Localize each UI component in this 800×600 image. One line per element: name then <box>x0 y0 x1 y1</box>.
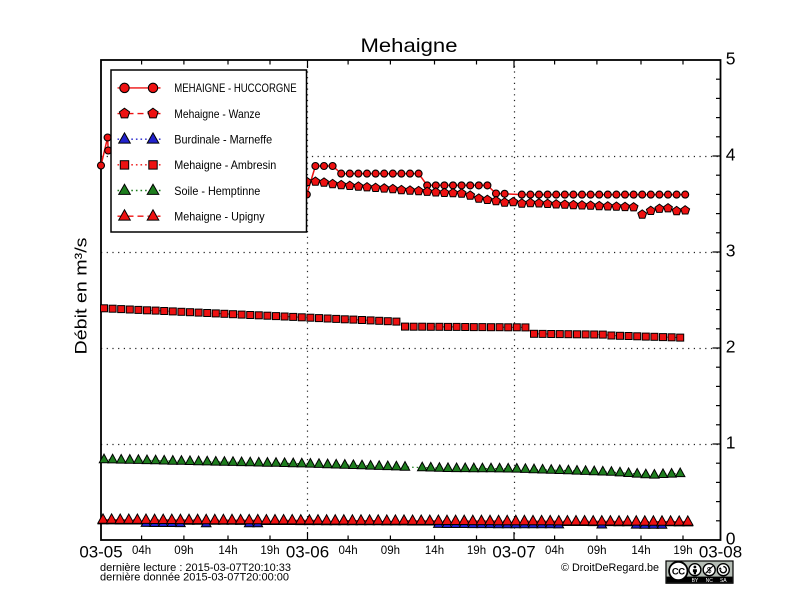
svg-text:09h: 09h <box>381 545 400 557</box>
svg-text:4: 4 <box>726 145 736 165</box>
svg-text:Mehaigne - Ambresin: Mehaigne - Ambresin <box>174 158 276 172</box>
svg-text:14h: 14h <box>631 545 650 557</box>
svg-text:09h: 09h <box>587 545 606 557</box>
svg-text:09h: 09h <box>174 545 193 557</box>
svg-text:1: 1 <box>726 433 736 453</box>
svg-text:dernière lecture : 2015-03-07T: dernière lecture : 2015-03-07T20:10:33 <box>100 562 291 574</box>
svg-text:Soile - Hemptinne: Soile - Hemptinne <box>174 184 260 198</box>
svg-text:19h: 19h <box>467 545 486 557</box>
svg-text:SA: SA <box>720 578 727 584</box>
svg-text:03-05: 03-05 <box>79 543 122 562</box>
svg-text:04h: 04h <box>339 545 358 557</box>
svg-text:14h: 14h <box>218 545 237 557</box>
svg-text:03-08: 03-08 <box>699 543 742 562</box>
svg-text:19h: 19h <box>673 545 692 557</box>
svg-text:2: 2 <box>726 337 736 357</box>
svg-text:5: 5 <box>726 49 736 69</box>
svg-text:© DroitDeRegard.be: © DroitDeRegard.be <box>561 562 659 574</box>
svg-text:dernière donnée 2015-03-07T20: dernière donnée 2015-03-07T20:00:00 <box>100 572 289 584</box>
svg-text:$: $ <box>707 566 712 575</box>
svg-text:Burdinale - Marneffe: Burdinale - Marneffe <box>174 133 272 147</box>
svg-text:CC: CC <box>672 567 685 578</box>
svg-text:Mehaigne - Wanze: Mehaigne - Wanze <box>174 107 260 121</box>
svg-text:Mehaigne: Mehaigne <box>361 35 458 57</box>
svg-text:0: 0 <box>726 529 736 549</box>
svg-text:04h: 04h <box>545 545 564 557</box>
svg-text:04h: 04h <box>132 545 151 557</box>
svg-text:03-06: 03-06 <box>286 543 329 562</box>
svg-text:03-07: 03-07 <box>492 543 535 562</box>
svg-text:19h: 19h <box>260 545 279 557</box>
svg-text:Mehaigne - Upigny: Mehaigne - Upigny <box>174 210 264 224</box>
svg-text:3: 3 <box>726 241 736 261</box>
svg-text:NC: NC <box>706 578 714 584</box>
svg-text:Débit en m³/s: Débit en m³/s <box>72 238 91 355</box>
svg-text:BY: BY <box>692 578 699 584</box>
svg-text:MEHAIGNE - HUCCORGNE: MEHAIGNE - HUCCORGNE <box>174 81 296 95</box>
svg-text:14h: 14h <box>425 545 444 557</box>
